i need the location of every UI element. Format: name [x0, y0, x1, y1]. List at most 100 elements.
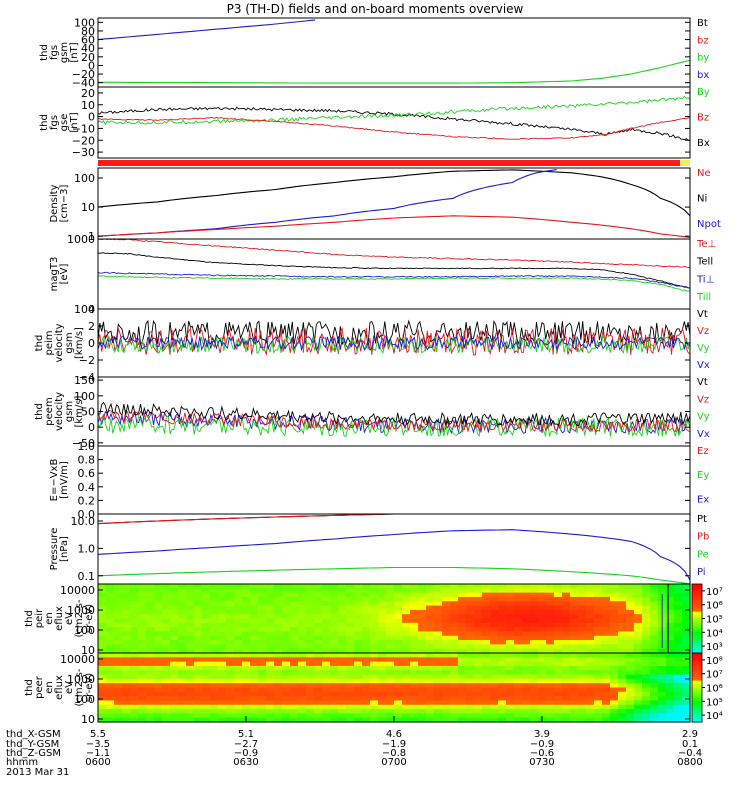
heatmap-cell — [106, 596, 115, 602]
heatmap-cell — [274, 627, 283, 633]
heatmap-cell — [338, 622, 347, 628]
heatmap-cell — [290, 717, 299, 723]
heatmap-cell — [538, 622, 547, 628]
heatmap-cell — [538, 605, 547, 611]
heatmap-cell — [482, 644, 491, 650]
heatmap-cell — [178, 605, 187, 611]
heatmap-cell — [282, 704, 291, 710]
heatmap-cell — [402, 640, 411, 645]
heatmap-cell — [202, 622, 211, 628]
heatmap-cell — [106, 674, 115, 680]
heatmap-cell — [98, 700, 107, 706]
heatmap-cell — [426, 601, 435, 607]
heatmap-cell — [618, 704, 627, 710]
heatmap-cell — [626, 609, 635, 615]
heatmap-cell — [218, 696, 227, 702]
heatmap-cell — [122, 648, 131, 654]
heatmap-cell — [202, 687, 211, 693]
heatmap-cell — [130, 687, 139, 693]
heatmap-cell — [338, 605, 347, 611]
heatmap-cell — [602, 605, 611, 611]
series-by — [97, 95, 691, 126]
heatmap-cell — [114, 618, 123, 624]
heatmap-cell — [138, 601, 147, 607]
heatmap-cell — [562, 696, 571, 702]
heatmap-cell — [506, 584, 515, 589]
heatmap-cell — [546, 584, 555, 589]
heatmap-cell — [586, 601, 595, 607]
heatmap-cell — [226, 678, 235, 684]
heatmap-cell — [522, 601, 531, 607]
heatmap-cell — [122, 631, 131, 637]
heatmap-cell — [298, 687, 307, 693]
heatmap-cell — [426, 661, 435, 667]
heatmap-cell — [314, 592, 323, 598]
heatmap-cell — [402, 670, 411, 676]
heatmap-cell — [554, 635, 563, 641]
heatmap-cell — [482, 618, 491, 624]
heatmap-cell — [442, 696, 451, 702]
heatmap-cell — [306, 700, 315, 706]
heatmap-cell — [258, 631, 267, 637]
heatmap-cell — [458, 665, 467, 671]
heatmap-cell — [242, 661, 251, 667]
heatmap-cell — [602, 622, 611, 628]
heatmap-cell — [562, 614, 571, 620]
heatmap-cell — [522, 687, 531, 693]
heatmap-cell — [650, 584, 659, 589]
heatmap-cell — [602, 653, 611, 658]
heatmap-cell — [458, 601, 467, 607]
heatmap-cell — [586, 631, 595, 637]
heatmap-cell — [250, 631, 259, 637]
heatmap-cell — [234, 648, 243, 654]
heatmap-cell — [506, 631, 515, 637]
y-tick-label: 0.2 — [78, 494, 96, 507]
heatmap-cell — [442, 605, 451, 611]
heatmap-cell — [394, 670, 403, 676]
heatmap-cell — [122, 588, 131, 594]
heatmap-cell — [298, 592, 307, 598]
heatmap-cell — [594, 609, 603, 615]
heatmap-cell — [586, 588, 595, 594]
heatmap-cell — [298, 618, 307, 624]
heatmap-cell — [394, 717, 403, 723]
heatmap-cell — [666, 661, 675, 667]
heatmap-cell — [594, 588, 603, 594]
heatmap-cell — [114, 609, 123, 615]
heatmap-cell — [98, 601, 107, 607]
heatmap-cell — [338, 592, 347, 598]
heatmap-cell — [402, 717, 411, 723]
heatmap-cell — [434, 704, 443, 710]
heatmap-cell — [266, 683, 275, 689]
heatmap-cell — [626, 640, 635, 645]
heatmap-cell — [314, 601, 323, 607]
heatmap-cell — [306, 713, 315, 719]
heatmap-cell — [570, 596, 579, 602]
heatmap-cell — [274, 622, 283, 628]
heatmap-cell — [362, 592, 371, 598]
colorbar-label: 10⁵ — [706, 697, 723, 708]
heatmap-cell — [506, 713, 515, 719]
heatmap-cell — [234, 588, 243, 594]
heatmap-cell — [570, 627, 579, 633]
heatmap-cell — [490, 713, 499, 719]
heatmap-cell — [242, 644, 251, 650]
heatmap-cell — [570, 653, 579, 658]
heatmap-cell — [314, 622, 323, 628]
heatmap-cell — [682, 592, 691, 598]
heatmap-cell — [522, 609, 531, 615]
colorbar-step — [692, 694, 702, 697]
heatmap-cell — [506, 627, 515, 633]
heatmap-cell — [538, 678, 547, 684]
heatmap-cell — [98, 605, 107, 611]
heatmap-cell — [234, 696, 243, 702]
heatmap-cell — [626, 592, 635, 598]
heatmap-cell — [170, 717, 179, 723]
heatmap-cell — [410, 614, 419, 620]
x-tick-label: 4.6 — [386, 729, 402, 740]
heatmap-cell — [570, 657, 579, 663]
heatmap-cell — [378, 584, 387, 589]
heatmap-cell — [610, 644, 619, 650]
heatmap-cell — [386, 665, 395, 671]
